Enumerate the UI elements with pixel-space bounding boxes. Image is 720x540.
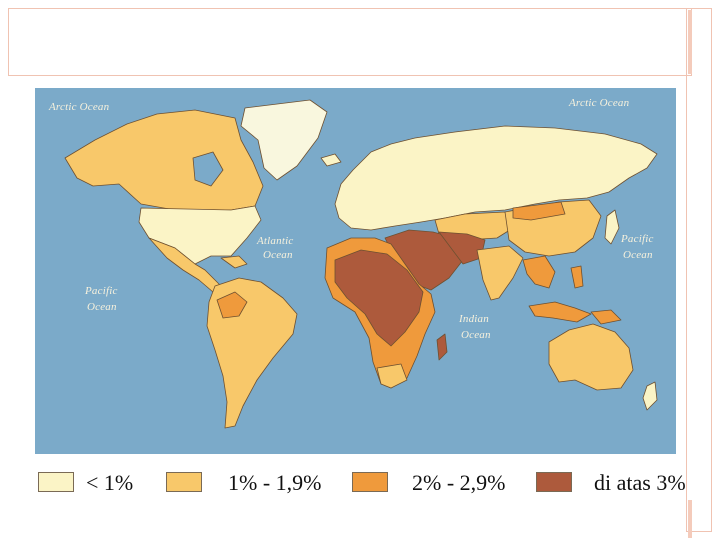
label-pacific-west-2: Ocean [87, 301, 117, 313]
canada-region [64, 109, 264, 211]
madagascar [436, 333, 448, 361]
label-arctic-ocean-west: Arctic Ocean [48, 101, 110, 113]
label-atlantic-1: Atlantic [256, 235, 293, 247]
southeast-asia [522, 255, 556, 289]
australia [548, 323, 634, 391]
new-guinea [590, 309, 622, 325]
japan [604, 209, 620, 245]
united-states [138, 205, 262, 265]
world-population-growth-map: Arctic Ocean Arctic Ocean Atlantic Ocean… [35, 88, 676, 454]
label-atlantic-2: Ocean [263, 249, 293, 261]
label-pacific-east-1: Pacific [620, 233, 654, 245]
label-indian-2: Ocean [461, 329, 491, 341]
south-africa [376, 363, 408, 389]
map-legend: < 1% 1% - 1,9% 2% - 2,9% di atas 3% [0, 462, 720, 507]
south-america-north [216, 291, 248, 319]
legend-swatch [536, 472, 572, 492]
africa-high-growth [334, 249, 424, 347]
legend-swatch [38, 472, 74, 492]
indonesia [528, 301, 592, 323]
europe-russia [334, 125, 658, 231]
new-zealand [642, 381, 658, 411]
legend-label: di atas 3% [594, 470, 686, 495]
caribbean [220, 255, 248, 269]
legend-label: < 1% [86, 470, 134, 495]
legend-label: 2% - 2,9% [412, 470, 506, 495]
philippines [570, 265, 584, 289]
iceland [320, 153, 342, 167]
slide-accent-top [688, 10, 692, 74]
greenland [240, 99, 328, 181]
legend-label: 1% - 1,9% [228, 470, 322, 495]
label-indian-1: Indian [458, 313, 489, 325]
mongolia [512, 201, 566, 221]
slide-frame-right [686, 8, 712, 532]
legend-swatch [352, 472, 388, 492]
label-pacific-east-2: Ocean [623, 249, 653, 261]
slide-frame-top [8, 8, 692, 76]
label-arctic-ocean-east: Arctic Ocean [568, 97, 630, 109]
world-map-svg: Arctic Ocean Arctic Ocean Atlantic Ocean… [35, 88, 676, 454]
legend-swatch [166, 472, 202, 492]
hudson-bay [192, 151, 224, 187]
india [476, 245, 524, 301]
label-pacific-west-1: Pacific [84, 285, 118, 297]
slide-accent-bottom [688, 500, 692, 538]
